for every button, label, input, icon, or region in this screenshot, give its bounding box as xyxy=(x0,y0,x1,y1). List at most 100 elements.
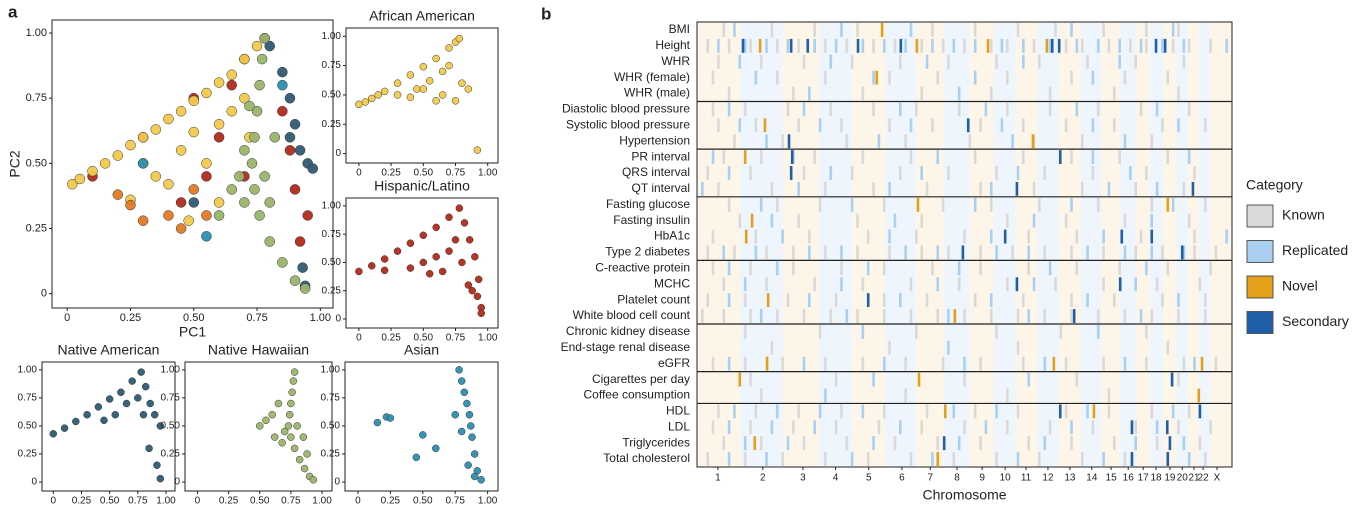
hit xyxy=(711,356,715,371)
x-tick-label: 22 xyxy=(1198,473,1210,484)
hit xyxy=(979,181,982,196)
hit xyxy=(845,436,849,451)
hit xyxy=(1214,356,1218,371)
legend-label: Known xyxy=(1282,207,1325,223)
hit xyxy=(952,38,956,53)
data-point xyxy=(455,366,463,374)
hit xyxy=(947,309,950,323)
hit xyxy=(749,372,752,387)
data-point xyxy=(83,410,91,419)
hit xyxy=(818,118,822,133)
hit xyxy=(722,277,726,292)
data-point xyxy=(226,105,237,117)
y-tick-label: 0.50 xyxy=(322,257,342,268)
hit xyxy=(899,102,902,117)
hit xyxy=(753,436,757,451)
data-point xyxy=(290,444,299,453)
hit xyxy=(775,309,779,323)
hit xyxy=(749,420,752,435)
hit xyxy=(973,293,977,308)
hit xyxy=(813,150,816,165)
data-point xyxy=(457,377,466,385)
data-point xyxy=(406,239,415,247)
hit xyxy=(1118,150,1121,165)
hit xyxy=(1198,404,1202,419)
hit xyxy=(1011,245,1014,260)
hit xyxy=(1139,229,1143,244)
hit xyxy=(749,166,752,180)
hit xyxy=(882,309,886,323)
hit xyxy=(1027,229,1030,244)
hit xyxy=(727,420,731,435)
data-point xyxy=(254,79,265,91)
x-tick-label: 20 xyxy=(1177,473,1189,484)
hit xyxy=(1086,245,1089,260)
hit xyxy=(813,277,816,292)
hit xyxy=(759,388,763,403)
data-point xyxy=(284,422,293,430)
hit xyxy=(1052,356,1056,371)
hit xyxy=(1038,452,1041,466)
data-point xyxy=(280,427,289,436)
hit xyxy=(1086,293,1089,308)
hit xyxy=(1107,404,1111,419)
hit xyxy=(973,70,977,85)
hit xyxy=(1107,388,1111,403)
data-point xyxy=(309,476,318,484)
hit xyxy=(743,293,747,308)
x-tick-label: 8 xyxy=(954,473,960,484)
hit xyxy=(1064,213,1068,228)
hit xyxy=(1070,23,1073,37)
hit xyxy=(931,23,934,37)
hit xyxy=(1075,102,1079,117)
hit xyxy=(722,436,726,451)
hit xyxy=(818,197,822,212)
hit xyxy=(973,404,977,419)
row-label: Coffee consumption xyxy=(583,388,690,402)
data-point xyxy=(393,91,402,99)
data-point xyxy=(183,215,194,226)
hit xyxy=(931,452,934,466)
data-point xyxy=(451,236,460,244)
hit xyxy=(872,70,875,85)
hit xyxy=(904,134,907,149)
hit xyxy=(711,420,715,435)
hit xyxy=(808,229,811,244)
hit xyxy=(1161,293,1164,308)
hit xyxy=(806,38,810,53)
hit xyxy=(802,309,806,323)
hit xyxy=(1006,70,1009,85)
hit xyxy=(1191,181,1195,196)
hit xyxy=(1054,277,1057,292)
data-point xyxy=(287,433,295,441)
hit xyxy=(738,54,742,69)
hit xyxy=(754,404,758,419)
y-tick-label: 0.75 xyxy=(18,393,38,404)
plot-frame xyxy=(51,19,334,309)
hit xyxy=(1155,102,1159,117)
data-point xyxy=(226,79,237,91)
hit xyxy=(1022,118,1025,133)
hit xyxy=(792,420,795,435)
hit xyxy=(888,245,891,260)
hit xyxy=(1197,388,1201,403)
hit xyxy=(1203,118,1207,133)
hit xyxy=(1177,372,1180,387)
data-point xyxy=(455,34,464,43)
hit xyxy=(786,293,790,308)
data-point xyxy=(264,236,275,247)
hit xyxy=(899,38,903,53)
data-point xyxy=(141,382,150,391)
data-point xyxy=(249,184,260,195)
x-tick-label: 9 xyxy=(979,473,985,484)
hit xyxy=(931,38,934,53)
hit xyxy=(872,102,875,117)
data-point xyxy=(139,410,148,419)
hit xyxy=(1050,38,1054,53)
chart-title: Native American xyxy=(58,342,160,358)
chromosome-band xyxy=(782,22,820,467)
data-point xyxy=(445,213,453,221)
row-label: LDL xyxy=(668,419,690,433)
hit xyxy=(989,86,993,101)
hit xyxy=(733,245,736,260)
